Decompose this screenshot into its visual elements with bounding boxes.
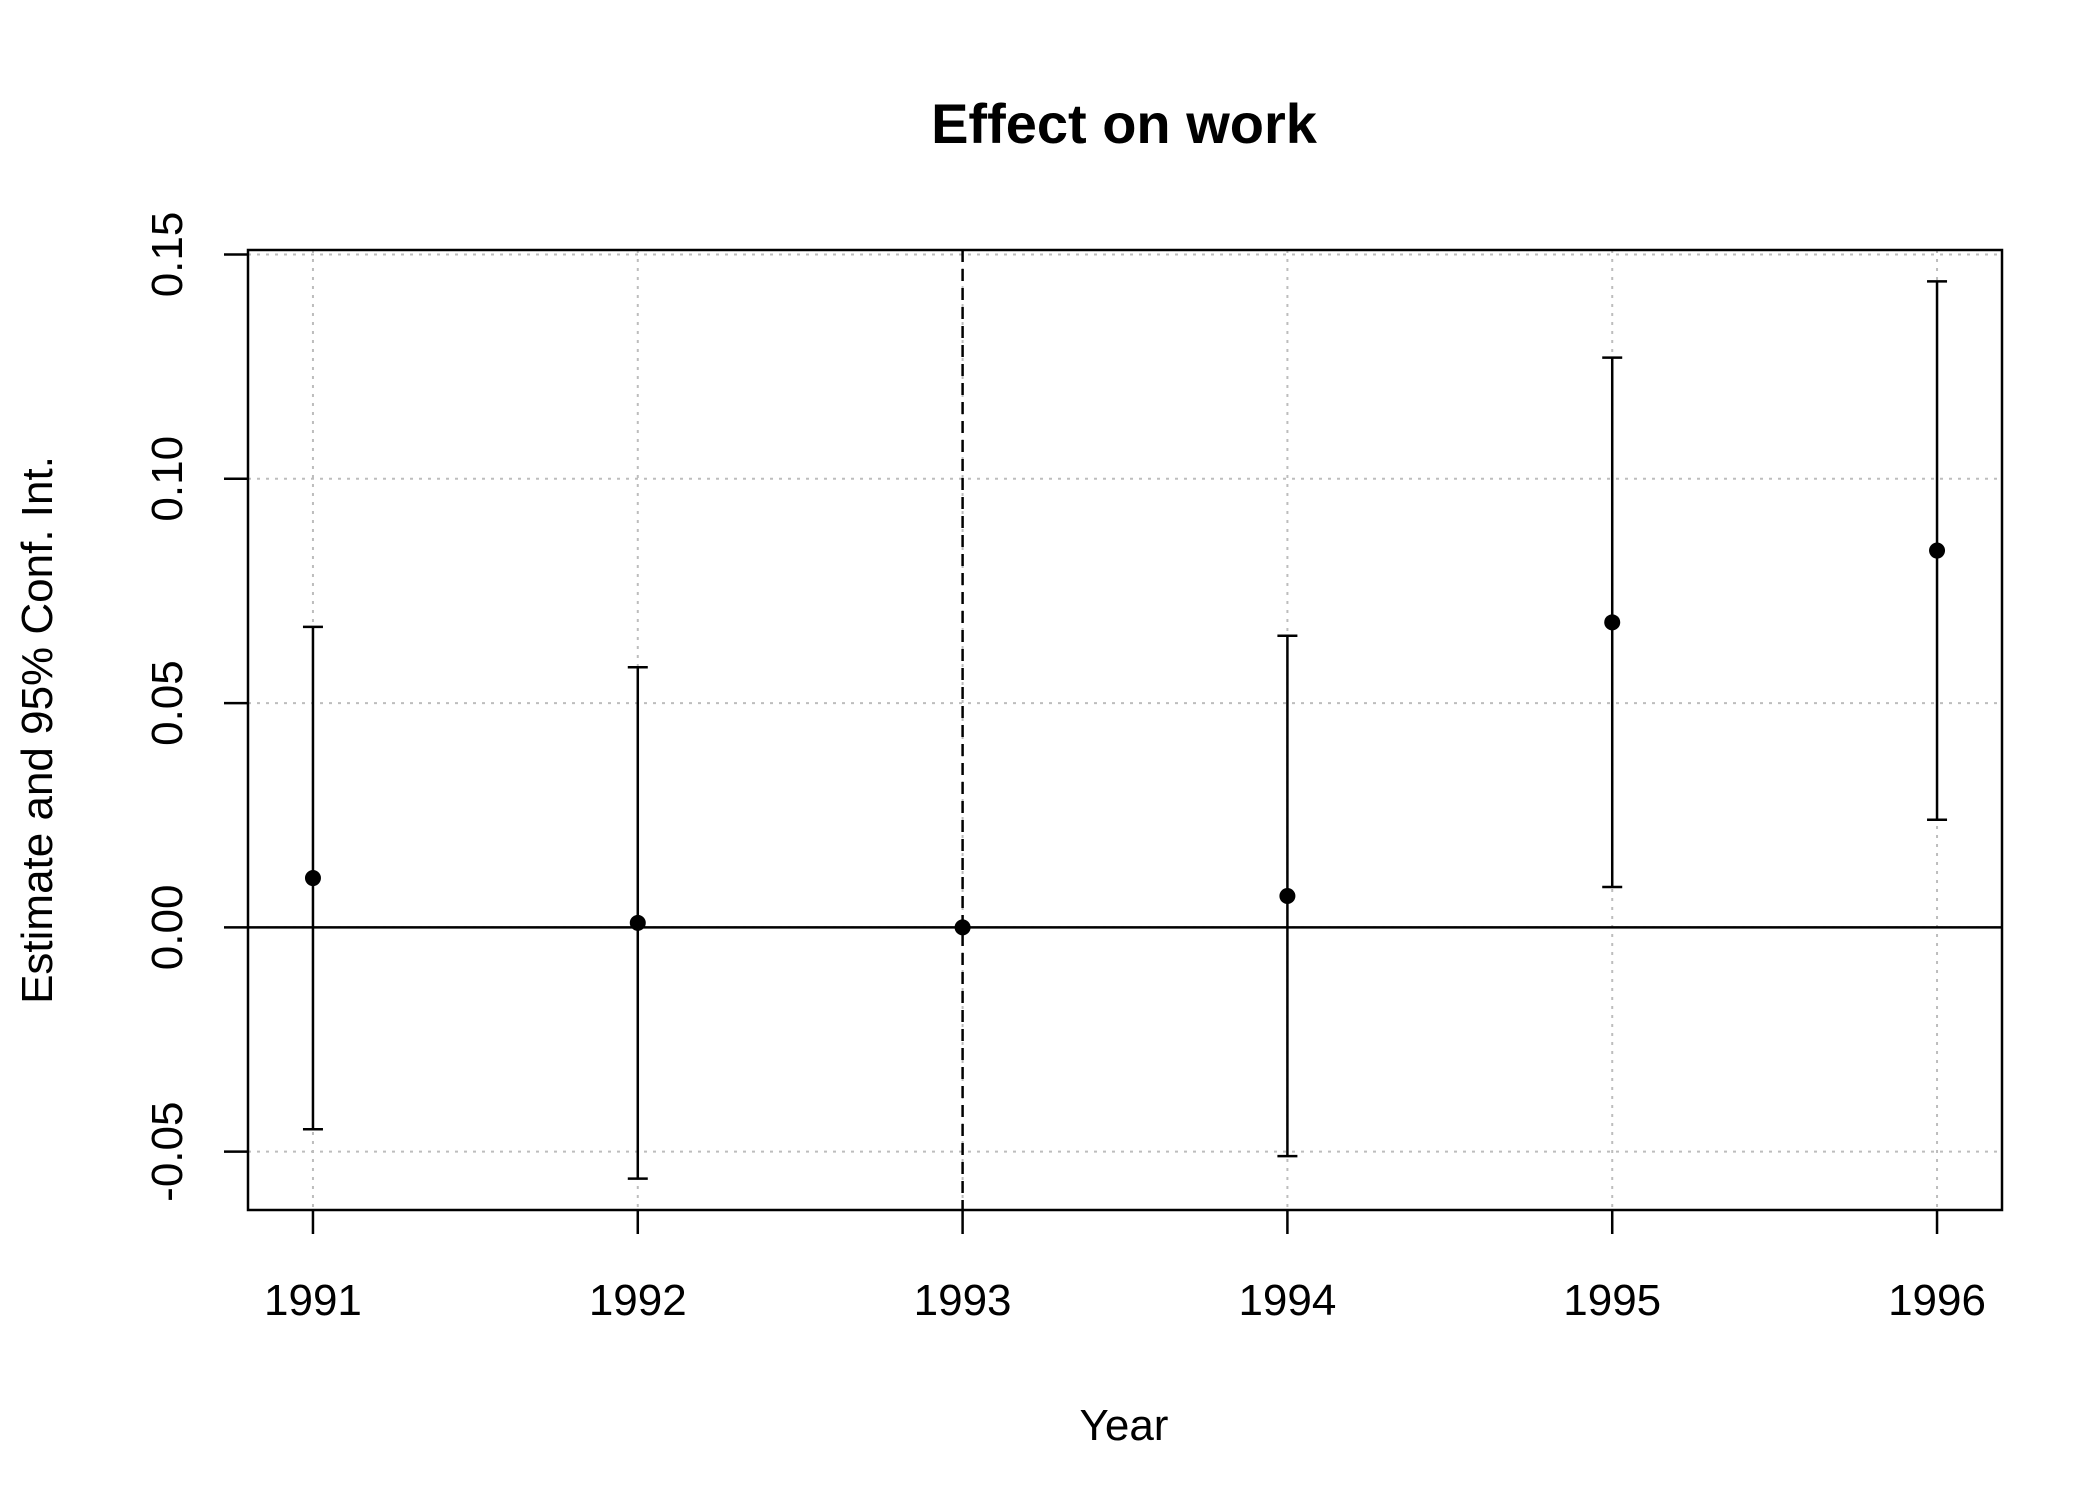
y-tick-label: 0.00 — [143, 885, 192, 971]
y-tick-label: 0.15 — [143, 212, 192, 298]
plot-frame — [246, 248, 2004, 1212]
x-tick-label: 1994 — [1238, 1276, 1336, 1325]
estimate-point — [1279, 887, 1296, 904]
y-tick-label: 0.10 — [143, 436, 192, 522]
y-tick-label: 0.05 — [143, 660, 192, 746]
y-tick-label: -0.05 — [143, 1102, 192, 1202]
x-tick-label: 1993 — [914, 1276, 1012, 1325]
x-axis: 1991 1992 1993 1994 1995 1996 — [264, 1210, 1986, 1325]
y-axis-label: Estimate and 95% Conf. Int. — [13, 456, 62, 1004]
reference-lines — [248, 250, 2002, 1210]
y-axis: -0.05 0.00 0.05 0.10 0.15 — [143, 212, 248, 1202]
estimate-points — [304, 542, 1946, 936]
estimate-point — [1604, 614, 1621, 631]
x-axis-label: Year — [1080, 1401, 1169, 1450]
x-tick-label: 1996 — [1888, 1276, 1986, 1325]
x-tick-label: 1995 — [1563, 1276, 1661, 1325]
x-tick-label: 1991 — [264, 1276, 362, 1325]
estimate-point — [304, 870, 321, 887]
chart-title: Effect on work — [931, 92, 1318, 155]
estimate-point — [954, 919, 971, 936]
estimate-point — [629, 914, 646, 931]
x-tick-label: 1992 — [589, 1276, 687, 1325]
estimate-point — [1929, 542, 1946, 559]
